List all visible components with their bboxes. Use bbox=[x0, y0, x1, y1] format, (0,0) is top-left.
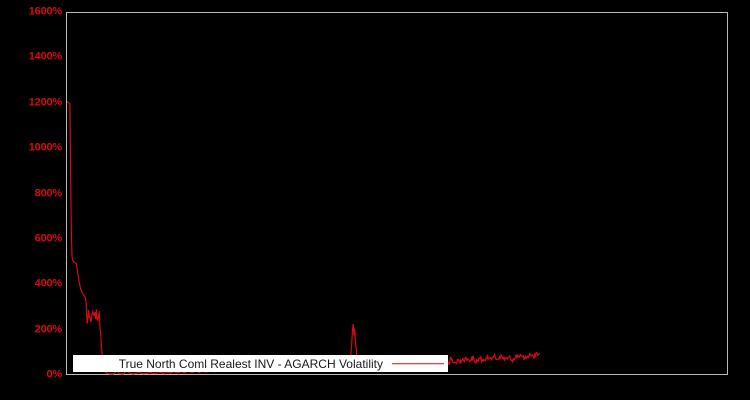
volatility-series bbox=[67, 13, 727, 375]
plot-frame bbox=[66, 12, 728, 375]
y-axis: 0% 200% 400% 600% 800% 1000% 1200% 1400% 1600% bbox=[0, 0, 62, 400]
y-tick-label: 0% bbox=[46, 368, 63, 381]
plot-area bbox=[67, 13, 727, 375]
y-tick-label: 1600% bbox=[28, 5, 62, 18]
y-tick-label: 1200% bbox=[28, 96, 62, 109]
legend[interactable]: True North Coml Realest INV - AGARCH Vol… bbox=[73, 355, 448, 372]
y-tick-label: 1400% bbox=[28, 50, 62, 63]
legend-label: True North Coml Realest INV - AGARCH Vol… bbox=[118, 356, 383, 371]
y-tick-label: 600% bbox=[34, 232, 63, 245]
series-line bbox=[67, 102, 540, 374]
y-tick-label: 1000% bbox=[28, 141, 62, 154]
y-tick-label: 800% bbox=[34, 187, 63, 199]
legend-line-swatch bbox=[392, 355, 444, 372]
y-tick-label: 400% bbox=[34, 277, 63, 290]
y-tick-label: 200% bbox=[34, 323, 63, 336]
